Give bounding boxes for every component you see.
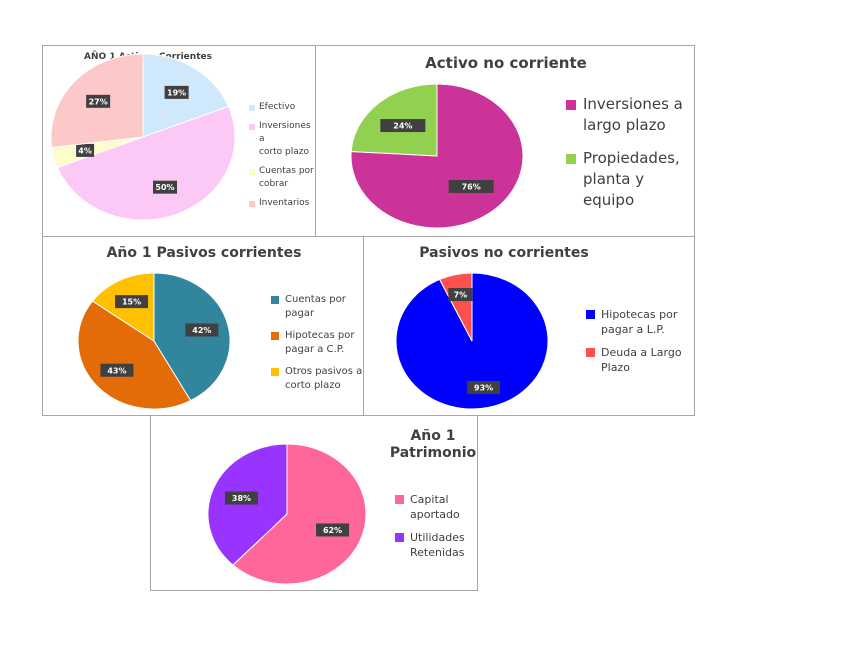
data-label: 15% bbox=[115, 295, 149, 309]
svg-text:7%: 7% bbox=[454, 291, 468, 300]
data-label: 43% bbox=[100, 363, 134, 377]
legend-item: Otros pasivos a corto plazo bbox=[271, 365, 362, 393]
pie-chart: 42% 43% 15% bbox=[77, 272, 231, 410]
data-label: 27% bbox=[86, 94, 111, 108]
chart-panel-activo-no-corriente: Activo no corriente 76% 24% Inversiones a… bbox=[315, 45, 695, 237]
svg-text:93%: 93% bbox=[474, 383, 493, 392]
data-label: 19% bbox=[164, 85, 189, 99]
data-label: 50% bbox=[153, 180, 178, 194]
data-label: 93% bbox=[467, 380, 501, 394]
legend-label: Hipotecas por pagar a L.P. bbox=[601, 308, 678, 336]
svg-text:62%: 62% bbox=[323, 526, 342, 535]
legend-item: Efectivo bbox=[249, 101, 315, 114]
legend-label: Cuentas por cobrar bbox=[259, 166, 314, 189]
legend-label: Otros pasivos a corto plazo bbox=[285, 366, 363, 391]
data-label: 7% bbox=[448, 288, 473, 302]
chart-legend: Capital aportado Utilidades Retenidas bbox=[395, 492, 465, 568]
pie-slice bbox=[153, 272, 231, 402]
svg-text:38%: 38% bbox=[232, 494, 251, 503]
pie-slice bbox=[56, 105, 236, 221]
legend-swatch bbox=[566, 100, 576, 110]
legend-swatch bbox=[586, 310, 595, 319]
svg-text:27%: 27% bbox=[89, 97, 108, 106]
legend-swatch bbox=[395, 533, 404, 542]
chart-legend: Hipotecas por pagar a L.P. Deuda a Largo … bbox=[586, 307, 682, 383]
legend-swatch bbox=[249, 124, 255, 130]
legend-item: Utilidades Retenidas bbox=[395, 530, 465, 560]
svg-text:43%: 43% bbox=[107, 366, 126, 375]
chart-panel-pasivos-no-corrientes: Pasivos no corrientes 93% 7% Hipotecas po… bbox=[363, 236, 695, 416]
legend-label: Inversiones a corto plazo bbox=[259, 121, 311, 157]
legend-label: Efectivo bbox=[259, 102, 296, 112]
chart-title: Año 1 Pasivos corrientes bbox=[106, 245, 302, 261]
pie-chart: 19% 50% 4% 27% bbox=[50, 53, 236, 221]
legend-swatch bbox=[566, 154, 576, 164]
legend-label: Inventarios bbox=[259, 198, 310, 208]
chart-panel-pasivos-corrientes: Año 1 Pasivos corrientes 42% 43% 15% Cuent… bbox=[42, 236, 364, 416]
chart-legend: Inversiones a largo plazo Propiedades, pl… bbox=[566, 94, 683, 223]
chart-panel-patrimonio: Año 1 Patrimonio 62% 38% Capital aportado… bbox=[150, 415, 478, 591]
data-label: 4% bbox=[76, 143, 95, 157]
chart-title: Año 1 Patrimonio bbox=[389, 428, 477, 461]
legend-swatch bbox=[395, 495, 404, 504]
legend-item: Deuda a Largo Plazo bbox=[586, 345, 682, 375]
chart-legend: Cuentas por pagar Hipotecas por pagar a C… bbox=[271, 293, 362, 401]
data-label: 24% bbox=[380, 119, 426, 133]
legend-item: Inventarios bbox=[249, 197, 315, 210]
data-label: 42% bbox=[185, 323, 219, 337]
svg-text:15%: 15% bbox=[122, 298, 141, 307]
chart-legend: Efectivo Inversiones a corto plazo Cuentas… bbox=[249, 101, 315, 216]
legend-swatch bbox=[249, 105, 255, 111]
pie-slice bbox=[77, 300, 192, 410]
legend-item: Propiedades, planta y equipo bbox=[566, 148, 683, 211]
legend-item: Hipotecas por pagar a C.P. bbox=[271, 329, 362, 357]
pie-chart: 62% 38% bbox=[207, 443, 367, 585]
legend-item: Cuentas por pagar bbox=[271, 293, 362, 321]
legend-swatch bbox=[271, 368, 279, 376]
data-label: 62% bbox=[316, 523, 350, 537]
legend-item: Hipotecas por pagar a L.P. bbox=[586, 307, 682, 337]
svg-text:50%: 50% bbox=[155, 183, 174, 192]
chart-title: Activo no corriente bbox=[425, 54, 587, 72]
legend-item: Inversiones a corto plazo bbox=[249, 120, 315, 159]
legend-swatch bbox=[249, 201, 255, 207]
legend-label: Hipotecas por pagar a C.P. bbox=[285, 330, 355, 355]
legend-label: Inversiones a largo plazo bbox=[583, 95, 683, 134]
legend-item: Cuentas por cobrar bbox=[249, 165, 315, 191]
legend-label: Utilidades Retenidas bbox=[410, 531, 465, 559]
legend-swatch bbox=[249, 169, 255, 175]
legend-label: Capital aportado bbox=[410, 493, 460, 521]
pie-chart: 76% 24% bbox=[350, 83, 524, 229]
chart-panel-activos-corrientes: AÑO 1 Activos Corrientes 19%50%4%27% Efe… bbox=[42, 45, 316, 237]
svg-text:19%: 19% bbox=[167, 88, 186, 97]
legend-item: Capital aportado bbox=[395, 492, 465, 522]
data-label: 38% bbox=[224, 491, 258, 505]
legend-swatch bbox=[271, 332, 279, 340]
svg-text:4%: 4% bbox=[78, 146, 92, 155]
legend-label: Deuda a Largo Plazo bbox=[601, 346, 682, 374]
legend-label: Propiedades, planta y equipo bbox=[583, 149, 680, 209]
pie-chart: 93% 7% bbox=[395, 272, 549, 410]
legend-swatch bbox=[271, 296, 279, 304]
svg-text:76%: 76% bbox=[462, 182, 481, 191]
legend-label: Cuentas por pagar bbox=[285, 294, 346, 319]
legend-swatch bbox=[586, 348, 595, 357]
data-label: 76% bbox=[448, 179, 494, 193]
legend-item: Inversiones a largo plazo bbox=[566, 94, 683, 136]
svg-text:24%: 24% bbox=[393, 122, 412, 131]
pie-slice bbox=[232, 443, 367, 585]
svg-text:42%: 42% bbox=[192, 326, 211, 335]
chart-title: Pasivos no corrientes bbox=[419, 245, 589, 261]
